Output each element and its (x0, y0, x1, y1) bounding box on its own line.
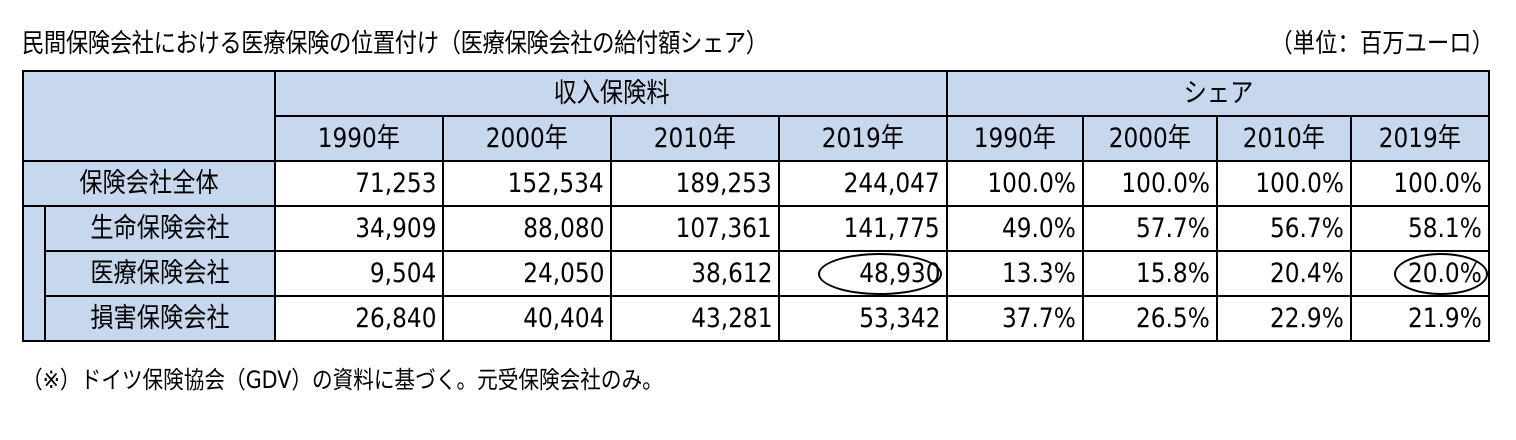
table-cell: 43,281 (610, 295, 780, 342)
year-header-row: 1990年 2000年 2010年 2019年 1990年 2000年 2010… (23, 115, 1490, 162)
table-cell: 244,047 (778, 160, 948, 207)
group-header-share: シェア (946, 70, 1490, 117)
table-cell: 189,253 (610, 160, 780, 207)
table-cell: 15.8% (1082, 250, 1218, 297)
row-label: 生命保険会社 (44, 205, 276, 252)
table-cell: 100.0% (1216, 160, 1352, 207)
year-header: 2010年 (1216, 115, 1352, 162)
year-header: 2010年 (610, 115, 780, 162)
table-cell: 20.4% (1216, 250, 1352, 297)
table-row: 生命保険会社 34,909 88,080 107,361 141,775 49.… (22, 205, 1490, 252)
table-cell: 56.7% (1216, 205, 1352, 252)
year-header: 2019年 (778, 115, 948, 162)
table-cell: 13.3% (946, 250, 1084, 297)
row-indent (22, 251, 46, 296)
table-cell: 26,840 (274, 295, 444, 342)
year-header: 1990年 (946, 115, 1084, 162)
table-cell: 34,909 (274, 205, 444, 252)
row-label: 保険会社全体 (22, 160, 276, 207)
insurance-table: 収入保険料 シェア 1990年 2000年 2010年 2019年 1990年 … (22, 70, 1490, 342)
table-cell: 141,775 (778, 205, 948, 252)
table-cell: 107,361 (610, 205, 780, 252)
table-row: 保険会社全体 71,253 152,534 189,253 244,047 10… (22, 160, 1490, 207)
table-row: 医療保険会社 9,504 24,050 38,612 48,930 13.3% … (22, 250, 1490, 297)
table-cell: 38,612 (610, 250, 780, 297)
row-label: 医療保険会社 (44, 250, 276, 297)
highlighted-cell: 20.0% (1350, 250, 1490, 297)
year-header: 2000年 (1082, 115, 1218, 162)
table-cell: 26.5% (1082, 295, 1218, 342)
table-cell: 58.1% (1350, 205, 1490, 252)
table-cell: 71,253 (274, 160, 444, 207)
table-cell: 53,342 (778, 295, 948, 342)
row-indent (22, 206, 46, 251)
table-cell: 40,404 (442, 295, 612, 342)
table-cell: 21.9% (1350, 295, 1490, 342)
table-cell: 100.0% (946, 160, 1084, 207)
table-cell: 37.7% (946, 295, 1084, 342)
source-note: （※）ドイツ保険協会（GDV）の資料に基づく。元受保険会社のみ。 (22, 366, 663, 394)
table-cell: 22.9% (1216, 295, 1352, 342)
table-row: 損害保険会社 26,840 40,404 43,281 53,342 37.7%… (22, 295, 1490, 342)
table-cell: 152,534 (442, 160, 612, 207)
year-header: 2000年 (442, 115, 612, 162)
unit-label: （単位：百万ユーロ） (1270, 29, 1494, 59)
group-header-premiums: 収入保険料 (274, 70, 948, 117)
table-cell: 49.0% (946, 205, 1084, 252)
group-header-row: 収入保険料 シェア (22, 70, 1490, 162)
table-cell: 9,504 (274, 250, 444, 297)
table-cell: 24,050 (442, 250, 612, 297)
table-title: 民間保険会社における医療保険の位置付け（医療保険会社の給付額シェア） (22, 29, 768, 59)
table-cell: 100.0% (1350, 160, 1490, 207)
table-cell: 88,080 (442, 205, 612, 252)
row-label: 損害保険会社 (44, 295, 276, 342)
table-cell: 57.7% (1082, 205, 1218, 252)
corner-cell (22, 70, 276, 162)
row-indent (22, 296, 46, 342)
year-header: 1990年 (274, 115, 444, 162)
table-cell: 100.0% (1082, 160, 1218, 207)
year-header: 2019年 (1350, 115, 1490, 162)
highlighted-cell: 48,930 (778, 250, 948, 297)
